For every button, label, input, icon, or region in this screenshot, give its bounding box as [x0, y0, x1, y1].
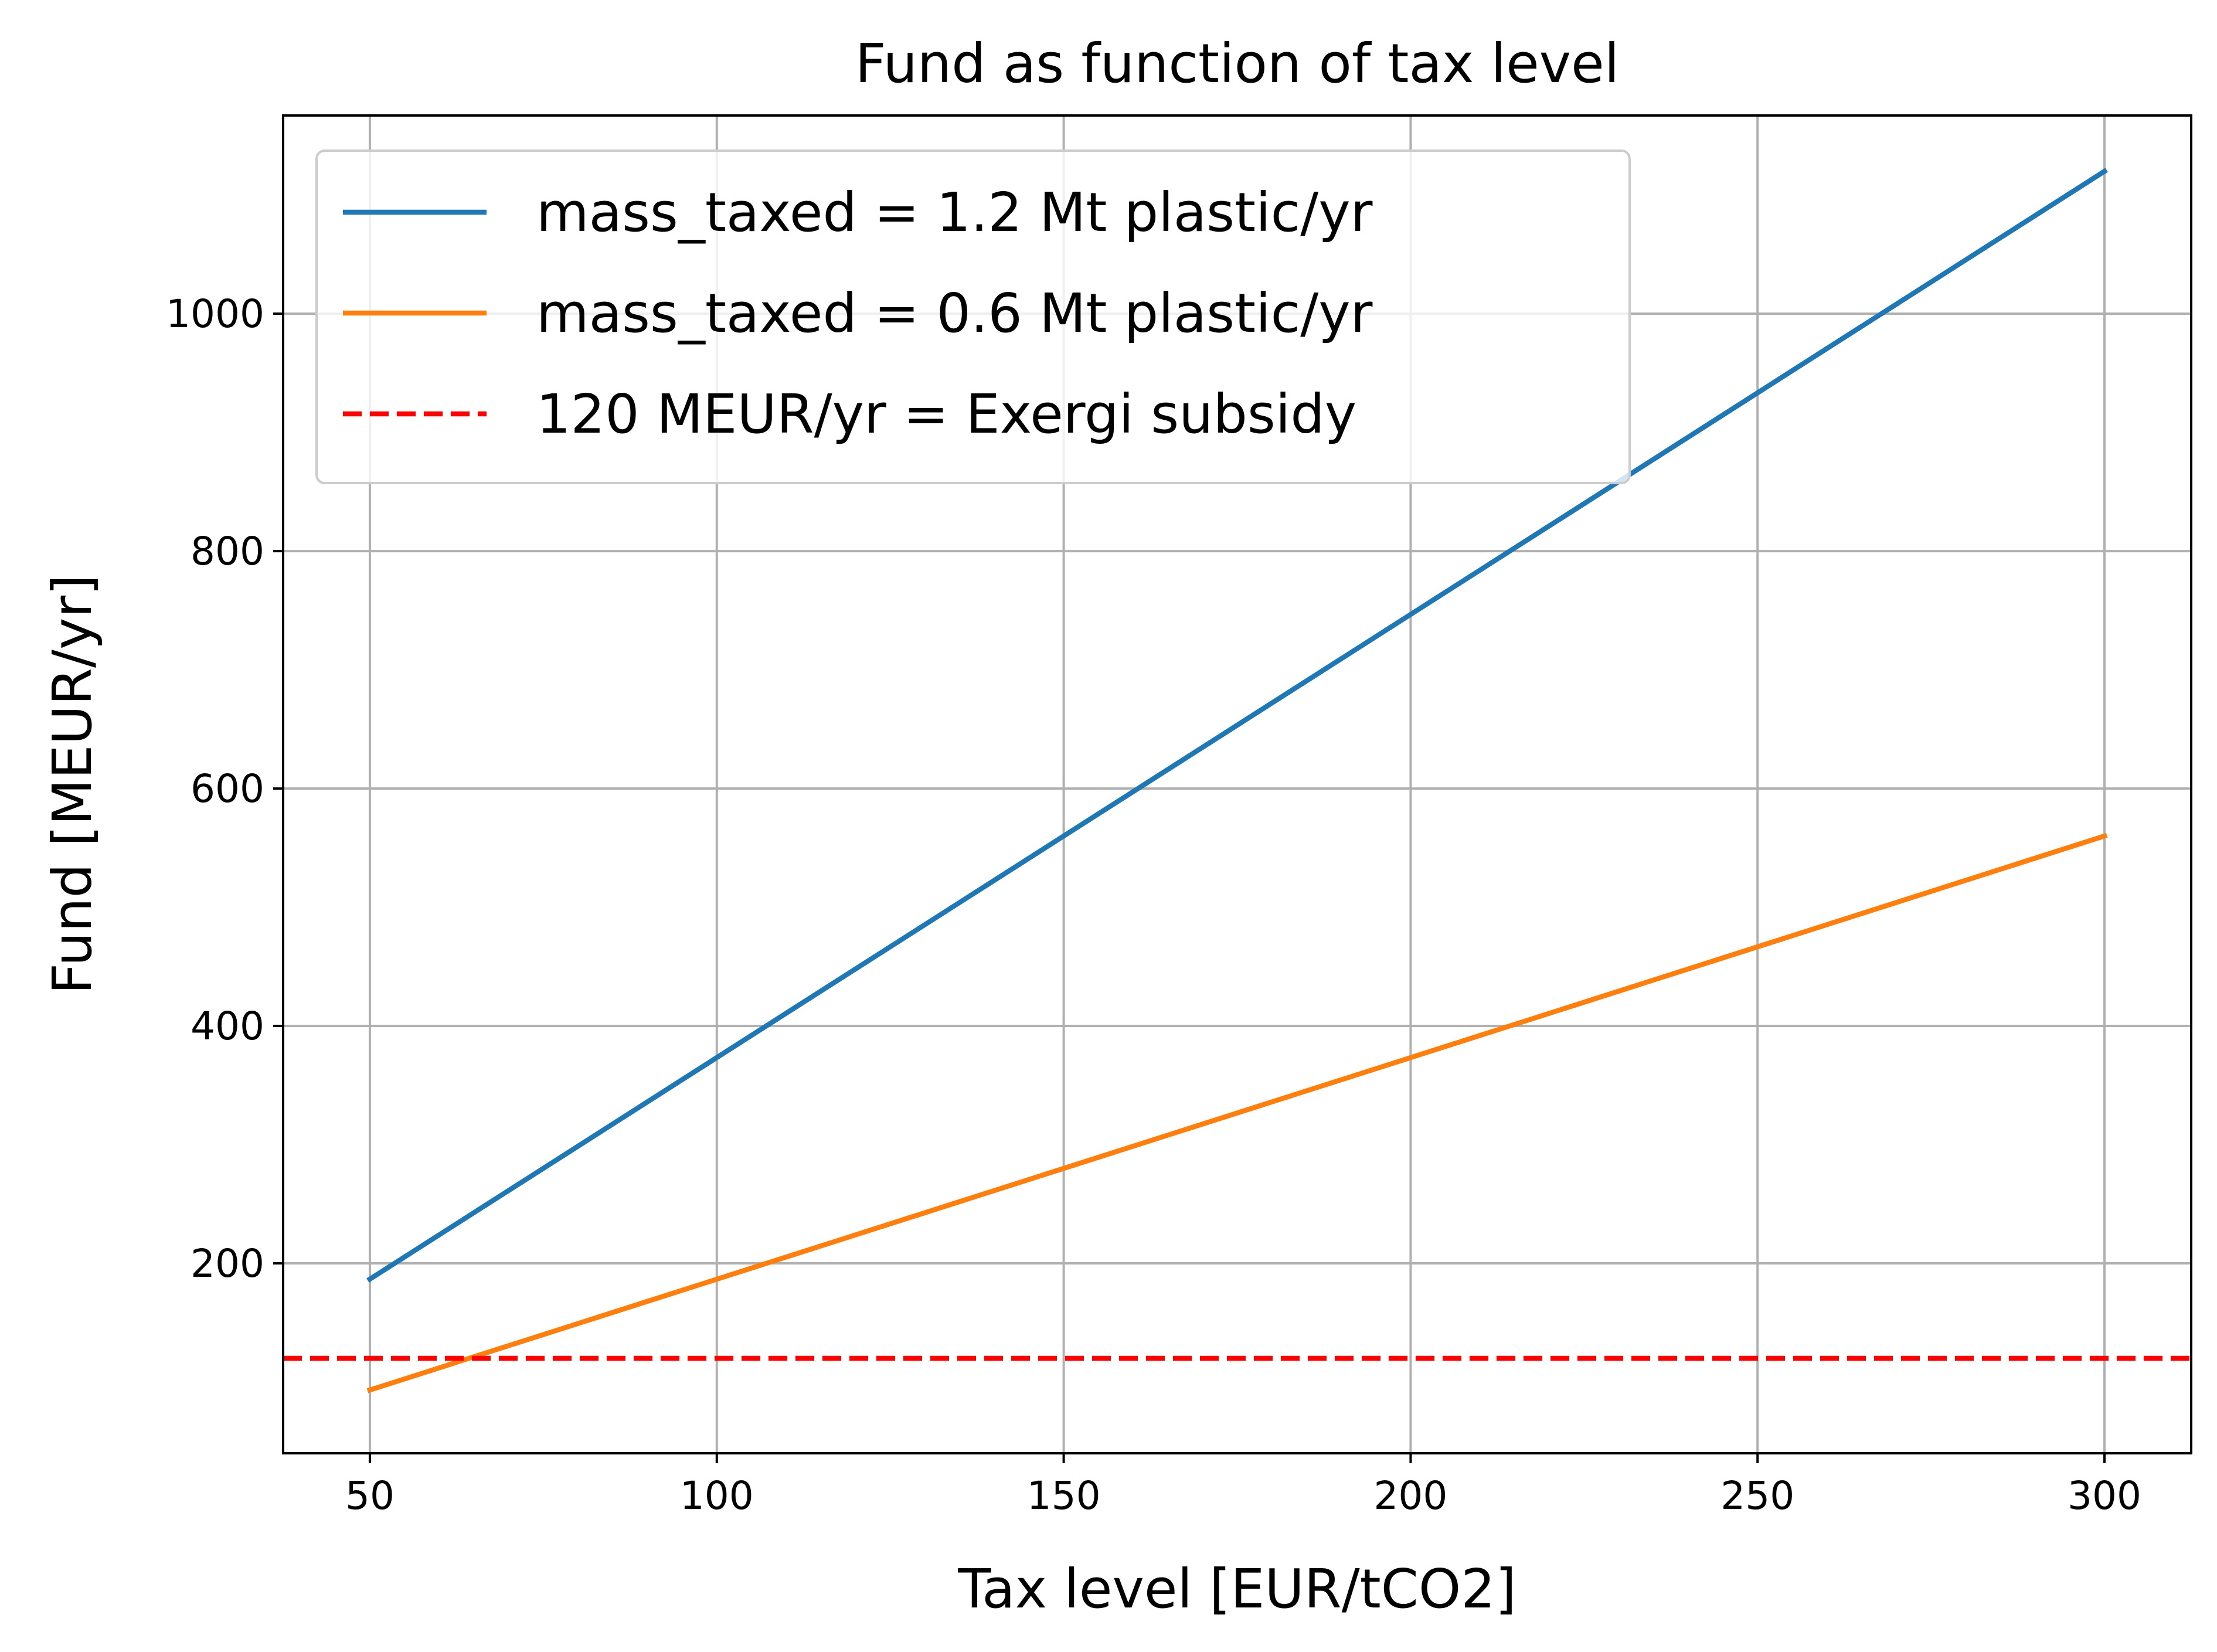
x-tick-label: 300 [2068, 1473, 2141, 1518]
legend: mass_taxed = 1.2 Mt plastic/yr mass_taxed… [315, 149, 1631, 484]
y-tick-label: 400 [191, 1004, 264, 1049]
chart-title: Fund as function of tax level [855, 32, 1620, 95]
y-tick-label: 800 [191, 529, 264, 574]
y-axis-ticks: 200 400 600 800 1000 [166, 291, 283, 1286]
y-axis-label: Fund [MEUR/yr] [41, 575, 104, 994]
series-line-1 [366, 168, 2108, 1283]
legend-label: 120 MEUR/yr = Exergi subsidy [536, 383, 1356, 446]
legend-label: mass_taxed = 0.6 Mt plastic/yr [536, 282, 1373, 345]
x-tick-label: 150 [1027, 1473, 1101, 1518]
y-tick-label: 1000 [166, 291, 264, 336]
y-tick-label: 600 [191, 766, 264, 811]
x-tick-label: 50 [345, 1473, 395, 1518]
legend-box [315, 149, 1631, 484]
series-line-2 [366, 832, 2108, 1393]
y-tick-label: 200 [191, 1241, 264, 1286]
x-tick-label: 250 [1720, 1473, 1794, 1518]
series-lines [283, 168, 2191, 1393]
plot-area-frame [282, 114, 2192, 1454]
x-axis-label: Tax level [EUR/tCO2] [957, 1558, 1516, 1620]
x-tick-label: 100 [680, 1473, 754, 1518]
x-axis-ticks: 50 100 150 200 250 300 [345, 1453, 2141, 1518]
legend-label: mass_taxed = 1.2 Mt plastic/yr [536, 181, 1373, 244]
x-tick-label: 200 [1373, 1473, 1447, 1518]
